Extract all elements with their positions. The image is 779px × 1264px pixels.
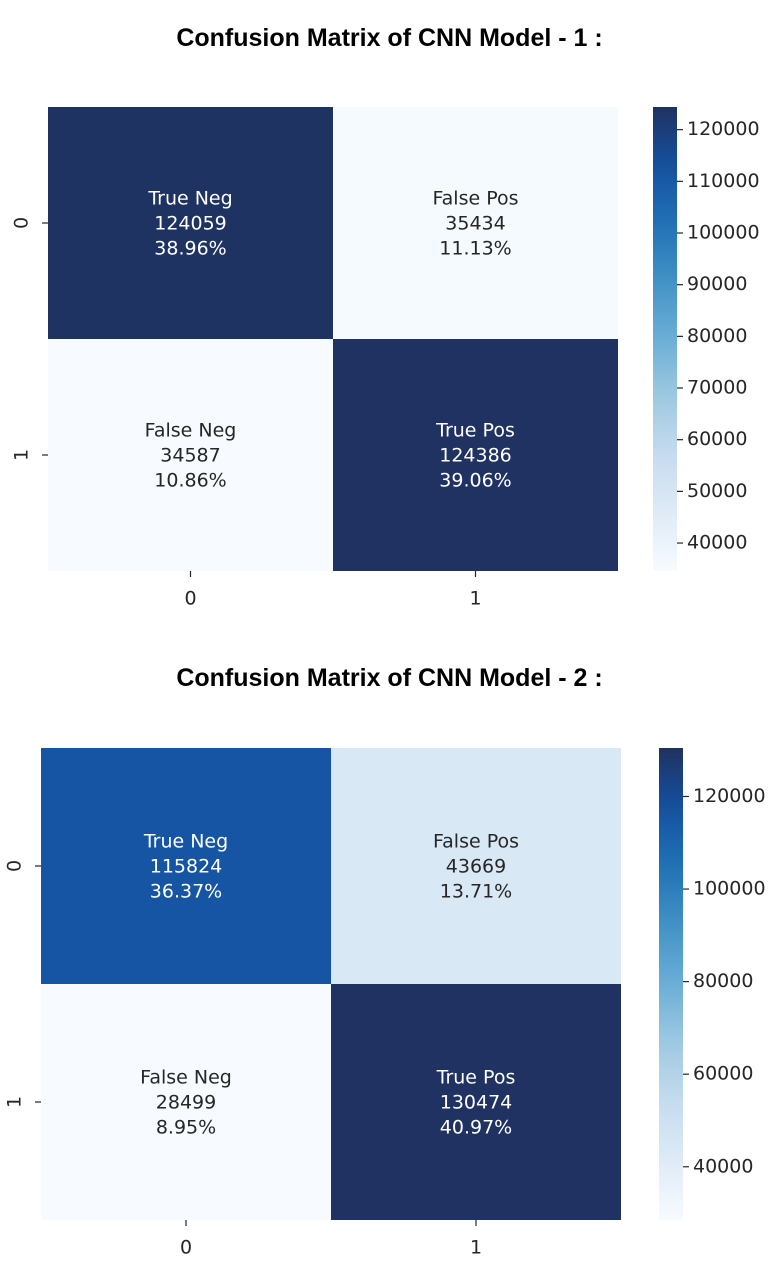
- cell-count: 130474: [440, 1092, 513, 1114]
- cell-percent: 38.96%: [154, 238, 226, 260]
- cell-label: True Neg: [143, 831, 228, 853]
- colorbar-tick-label: 60000: [687, 428, 747, 450]
- cell-label: False Neg: [140, 1067, 232, 1089]
- heatmap-cell: [333, 107, 618, 339]
- colorbar-tick-label: 110000: [687, 170, 760, 192]
- cell-label: True Neg: [147, 188, 232, 210]
- y-tick-label: 1: [11, 449, 33, 461]
- heatmap-cell: [41, 748, 331, 984]
- colorbar-tick-label: 100000: [693, 878, 766, 900]
- cell-count: 124386: [439, 445, 512, 467]
- x-tick-label: 1: [470, 1237, 482, 1259]
- colorbar: [653, 107, 677, 571]
- heatmap-cell: [333, 339, 618, 571]
- cell-label: True Pos: [436, 1067, 516, 1089]
- cell-percent: 13.71%: [440, 881, 512, 903]
- confusion-matrix-1: True Neg 124059 38.96% False Pos 35434 11.13%…: [11, 107, 760, 610]
- y-tick-label: 0: [4, 860, 26, 872]
- y-tick-label: 1: [4, 1096, 26, 1108]
- cell-percent: 8.95%: [156, 1117, 216, 1139]
- cell-label: True Pos: [435, 420, 515, 442]
- colorbar-tick-label: 40000: [693, 1155, 753, 1177]
- colorbar-tick-label: 120000: [687, 118, 760, 140]
- x-tick-label: 0: [180, 1237, 192, 1259]
- cell-label: False Pos: [433, 831, 519, 853]
- confusion-matrix-2: True Neg 115824 36.37% False Pos 43669 13.71%…: [4, 748, 766, 1259]
- cell-percent: 36.37%: [150, 881, 222, 903]
- cell-count: 28499: [156, 1092, 216, 1114]
- y-tick-label: 0: [11, 217, 33, 229]
- cell-count: 35434: [445, 213, 505, 235]
- x-tick-label: 1: [469, 588, 481, 610]
- heatmap-cell: [48, 107, 333, 339]
- cell-count: 43669: [446, 856, 506, 878]
- chart-1-title: Confusion Matrix of CNN Model - 1 :: [176, 24, 603, 52]
- x-tick-label: 0: [184, 588, 196, 610]
- colorbar-tick-label: 120000: [693, 785, 766, 807]
- heatmap-cell: [48, 339, 333, 571]
- cell-percent: 11.13%: [439, 238, 511, 260]
- colorbar-tick-label: 100000: [687, 222, 760, 244]
- colorbar-tick-label: 90000: [687, 273, 747, 295]
- cell-label: False Pos: [432, 188, 518, 210]
- cell-count: 115824: [150, 856, 223, 878]
- colorbar-tick-label: 50000: [687, 480, 747, 502]
- heatmap-cell: [331, 984, 621, 1220]
- cell-percent: 39.06%: [439, 470, 511, 492]
- colorbar-tick-label: 60000: [693, 1063, 753, 1085]
- heatmap-cell: [41, 984, 331, 1220]
- heatmap-cell: [331, 748, 621, 984]
- cell-label: False Neg: [145, 420, 237, 442]
- chart-2-title: Confusion Matrix of CNN Model - 2 :: [176, 664, 603, 692]
- cell-count: 124059: [154, 213, 227, 235]
- colorbar-tick-label: 80000: [687, 325, 747, 347]
- colorbar-tick-label: 40000: [687, 532, 747, 554]
- cell-percent: 40.97%: [440, 1117, 512, 1139]
- colorbar-tick-label: 80000: [693, 970, 753, 992]
- colorbar-tick-label: 70000: [687, 377, 747, 399]
- colorbar: [659, 748, 683, 1220]
- cell-percent: 10.86%: [154, 470, 226, 492]
- cell-count: 34587: [160, 445, 220, 467]
